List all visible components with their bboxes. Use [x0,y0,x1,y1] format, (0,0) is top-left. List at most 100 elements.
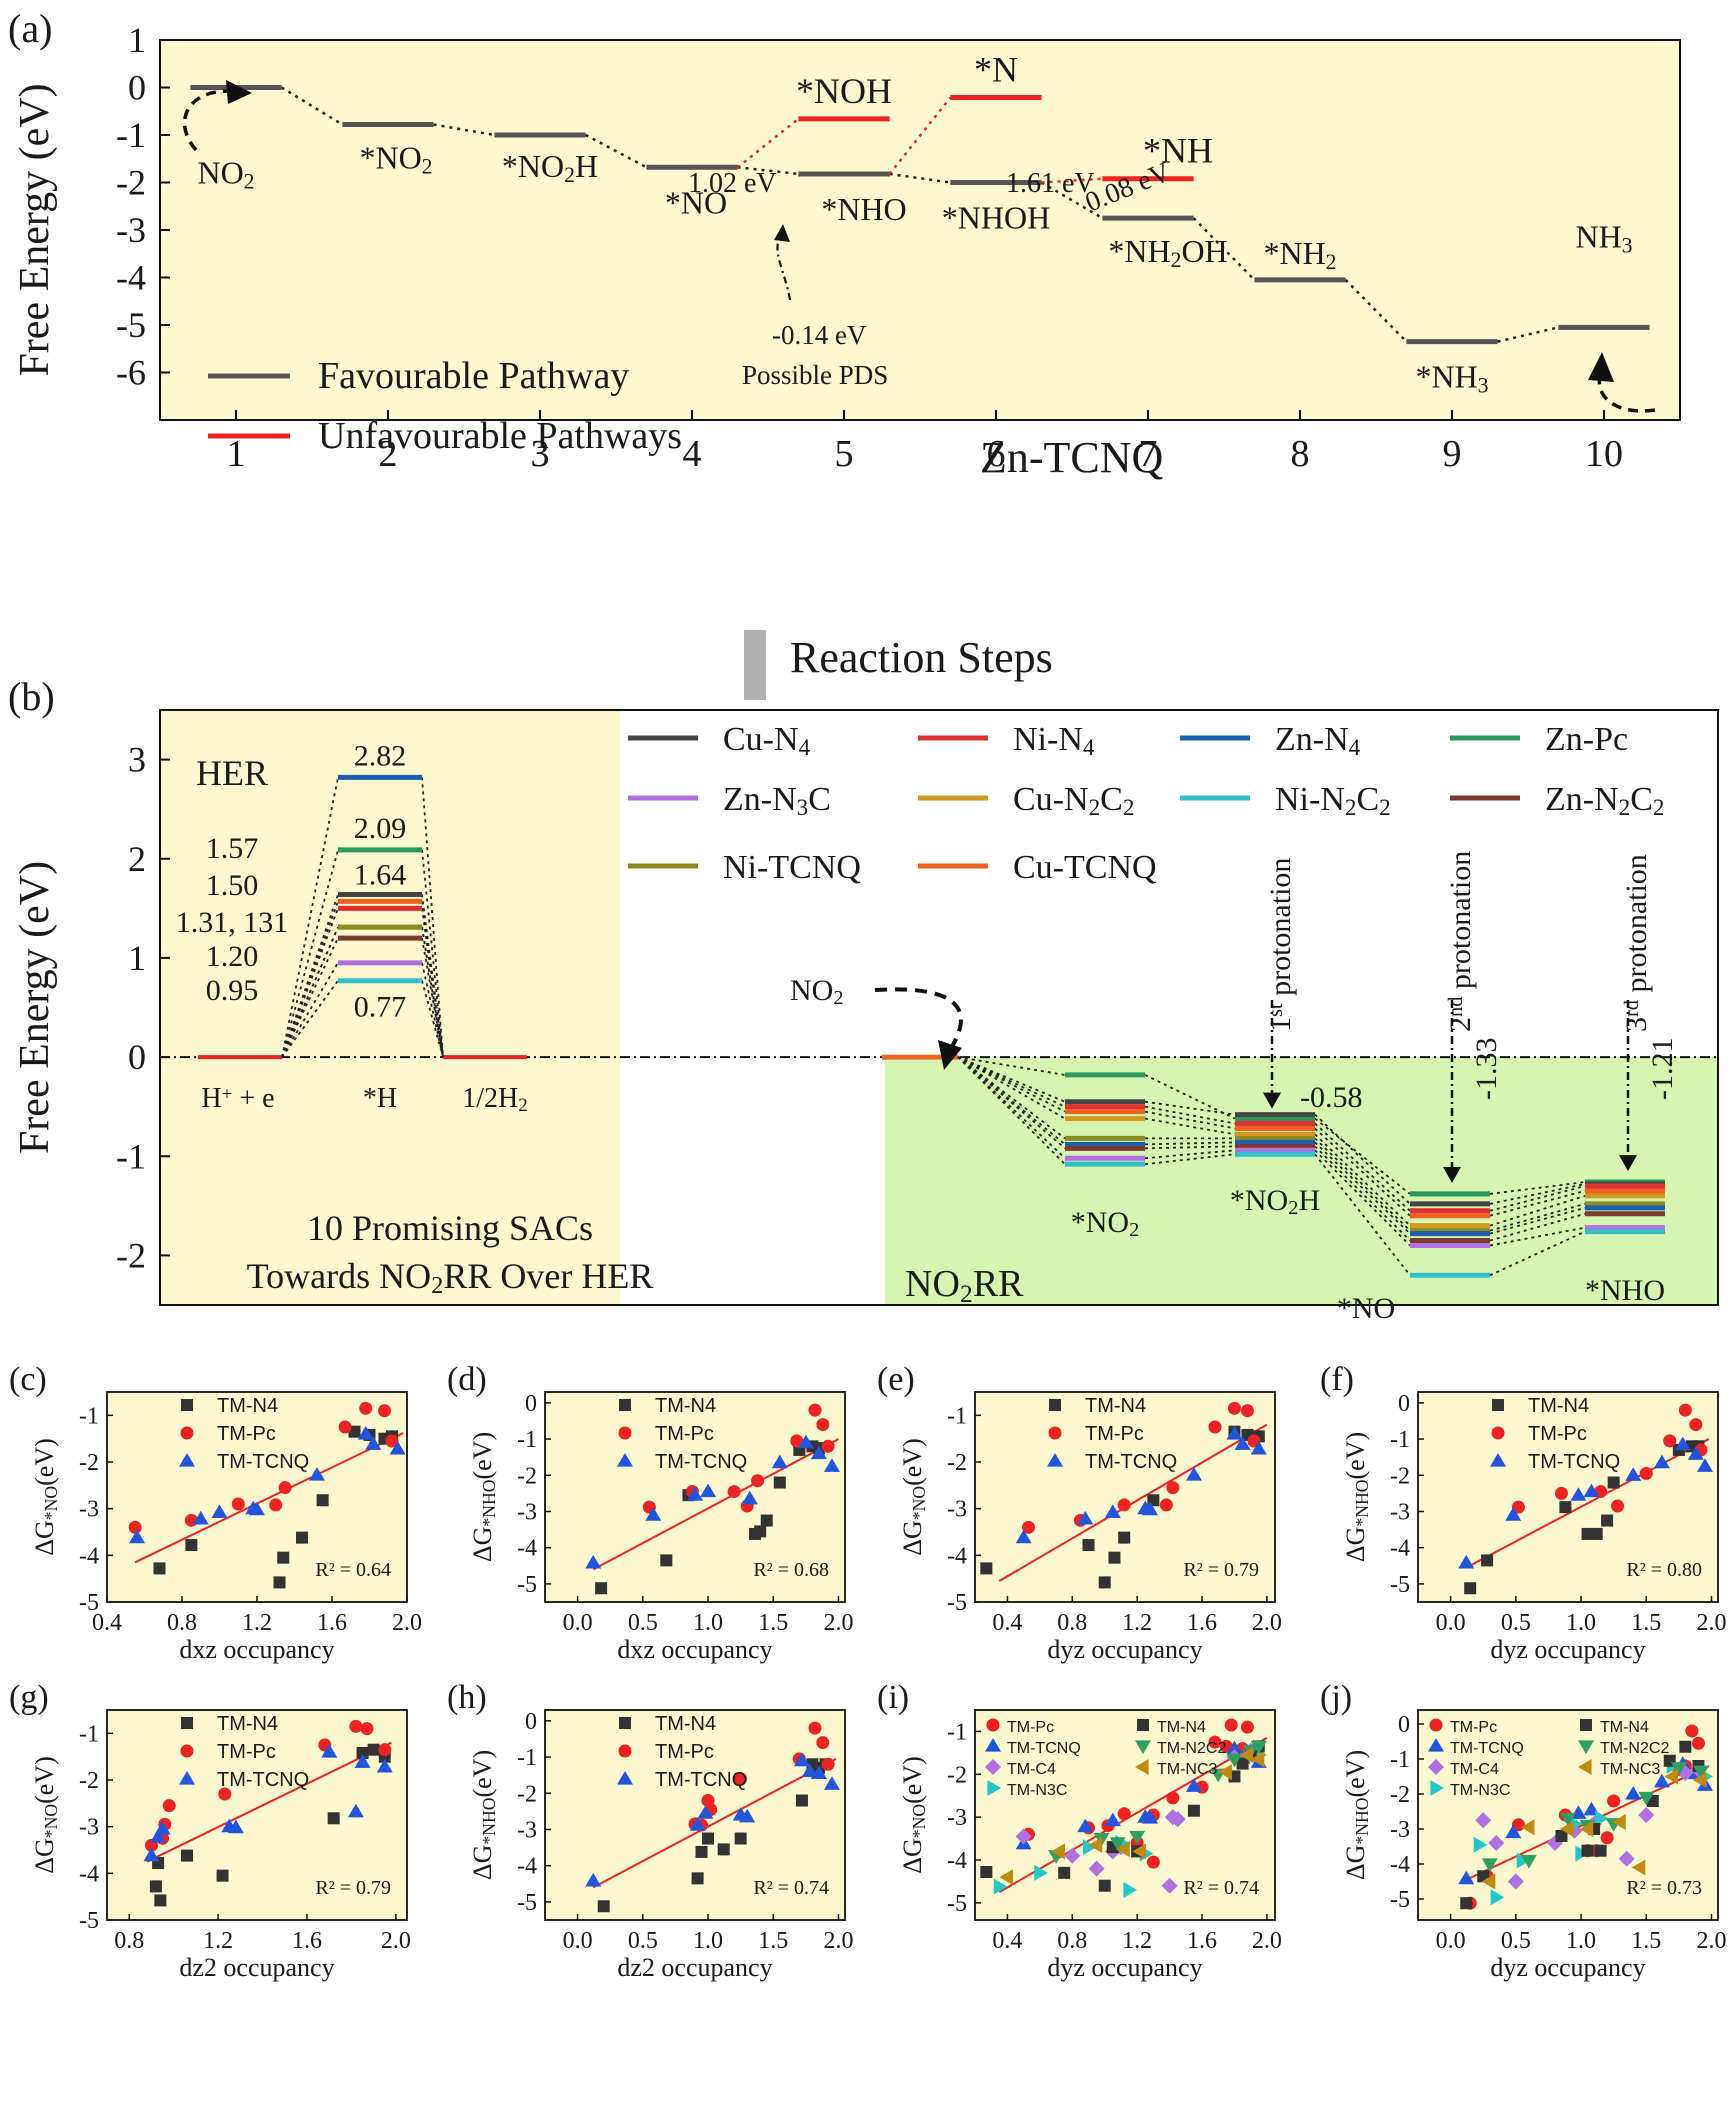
x-tick-label: 1.5 [758,1610,788,1636]
legend-marker [1135,1740,1151,1754]
x-tick-label: 7 [1139,433,1158,475]
text-part: OH [1181,233,1227,269]
no2rr-connector [957,1056,1066,1150]
panel-label: (i) [877,1679,909,1716]
legend-entry: TM-N4 [655,1713,716,1735]
text-part: 3 [1620,1017,1653,1032]
her-bar-label: 2.82 [354,739,407,772]
no2rr-connector [1489,1212,1586,1242]
data-point-tm-pc [1240,1404,1254,1418]
legend-entry: Ni-TCNQ [723,849,861,886]
protonation-value: -1.33 [1470,1038,1503,1101]
data-point-tm-n2c2 [1129,1830,1146,1845]
x-tick-label: 0.4 [92,1610,122,1636]
arrow-head-icon [226,80,252,104]
x-axis-label: dyz occupancy [1047,1635,1202,1664]
y-tick-label: -2 [79,1450,99,1476]
data-point-tm-n4 [185,1539,198,1552]
pds-text: Possible PDS [742,360,888,390]
y-axis-label: ΔG*NO(eV) [30,1756,61,1874]
legend-entry: Zn-N2C2 [1545,781,1664,821]
her-connector [421,927,444,1058]
y-tick-label: 0 [1398,1391,1410,1417]
state-label: *NHO [821,191,906,227]
legend-favourable: Favourable Pathway [318,355,629,397]
data-point-tm-pc [1146,1855,1160,1869]
her-connector [421,980,444,1058]
text-part: 1 [1264,1017,1297,1032]
her-state-label: H+ + e [201,1083,274,1114]
data-point-tm-tcnq [793,1752,810,1767]
data-point-tm-tcnq [143,1847,160,1862]
data-point-tm-n2c2 [1226,1753,1243,1768]
data-point-tm-tcnq [689,1817,706,1831]
x-tick-label: 0.4 [992,1928,1022,1954]
text-part: ΔG [468,1845,497,1881]
x-tick-label: 5 [835,433,854,475]
y-tick-label: -2 [947,1762,967,1788]
legend-entry: TM-N4 [1157,1719,1206,1736]
y-tick-label: -1 [947,1719,967,1745]
y-tick-label: -2 [517,1463,537,1489]
x-axis-label: dyz occupancy [1490,1953,1645,1982]
her-value-label: 0.95 [206,974,259,1007]
data-point-tm-n4 [1108,1551,1121,1564]
text-part: H [575,148,598,184]
data-point-tm-nc3 [1218,1764,1232,1781]
text-part: Cu-N [1013,781,1089,818]
data-point-tm-tcnq [1104,1812,1121,1827]
y-tick-label: 0 [1398,1712,1410,1738]
no2rr-region [885,1057,1718,1305]
superscript: + [222,1084,233,1105]
summary-line-2: Towards NO2RR Over HER [247,1256,654,1299]
legend-marker [619,1399,631,1411]
connector-line [1497,326,1559,343]
x-tick-label: 1.2 [242,1610,272,1636]
connector-line-unfavourable [736,117,800,169]
data-point-tm-tcnq [1015,1529,1032,1544]
subscript: 2 [518,1095,528,1116]
text-part: Cu-TCNQ [1013,849,1157,886]
data-point-tm-pc [1022,1520,1036,1534]
panel-g: 0.8 1.2 1.6 2.0 -1 -2 -3 -4 -5 dz2 occupancy ΔG*NO… [9,1679,411,1982]
data-point-tm-n2c2 [1481,1858,1498,1872]
subscript: 2 [244,169,255,193]
legend-entry: Zn-N4 [1275,721,1361,761]
x-tick-label: 0.8 [1057,1928,1087,1954]
subscript: 4 [1083,735,1095,761]
data-point-tm-tcnq [1142,1501,1159,1516]
data-point-tm-pc [808,1721,822,1735]
subscript: *NHO [1352,1797,1372,1844]
no2rr-connector [1144,1110,1236,1130]
subscript: 2 [1619,795,1631,821]
y-tick-label: -2 [116,1235,146,1275]
data-point-tm-pc [1166,1791,1180,1805]
legend-entry: TM-TCNQ [1450,1740,1524,1757]
text-part: RR Over HER [443,1256,653,1296]
legend-entry: TM-Pc [1528,1423,1587,1445]
legend-marker [985,1759,1001,1775]
subscript: 2 [1089,795,1101,821]
data-point-tm-n4 [754,1525,767,1538]
no2rr-state-label: *NO2H [1230,1184,1320,1219]
x-axis-label: dxz occupancy [179,1635,334,1664]
unfavourable-state-label: *NOH [796,71,892,111]
text-part: 2 [1444,1017,1477,1032]
data-point-tm-n4 [597,1900,610,1913]
data-point-tm-n4 [327,1812,340,1825]
x-tick-label: 1.2 [203,1928,233,1954]
y-tick-label: -1 [79,1721,99,1747]
y-tick-label: -3 [517,1499,537,1525]
unfavourable-state-label: *NH [1143,131,1213,171]
text-part: Cu-N [723,721,799,758]
text-part: NO [905,1263,960,1305]
y-tick-label: 1 [128,20,146,60]
y-tick-label: -2 [517,1781,537,1807]
legend-entry: TM-TCNQ [1085,1451,1177,1473]
no2rr-connector [1489,1195,1586,1227]
legend-marker [985,1738,1001,1752]
y-tick-label: -2 [79,1768,99,1794]
data-point-tm-n4 [1581,1527,1594,1540]
no2rr-connector [1489,1183,1586,1205]
superscript: st [1265,1003,1287,1017]
